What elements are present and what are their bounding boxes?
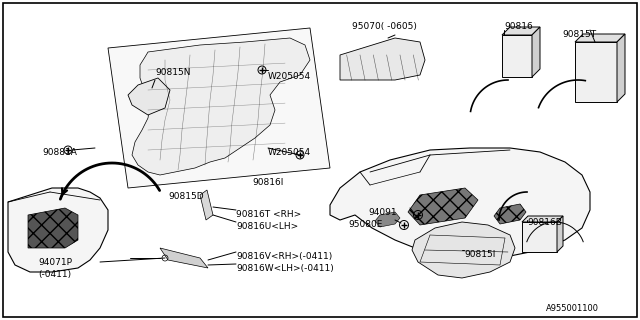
Text: 90816B: 90816B [527,218,562,227]
Text: (-0411): (-0411) [38,270,71,279]
Text: 95080E: 95080E [348,220,382,229]
Text: 90881A: 90881A [42,148,77,157]
Polygon shape [575,42,617,102]
Polygon shape [502,27,540,35]
Polygon shape [375,212,400,227]
Text: 90816W<LH>(-0411): 90816W<LH>(-0411) [236,264,333,273]
Text: 94071P: 94071P [38,258,72,267]
Polygon shape [132,38,310,175]
Polygon shape [532,27,540,77]
Polygon shape [502,35,532,77]
Text: W205054: W205054 [268,72,311,81]
Polygon shape [28,208,78,248]
Polygon shape [200,190,213,220]
Polygon shape [522,216,563,222]
Polygon shape [340,38,425,80]
Polygon shape [522,222,557,252]
Polygon shape [494,204,526,224]
Text: 90816I: 90816I [252,178,284,187]
Text: 90816T <RH>: 90816T <RH> [236,210,301,219]
Text: 90815T: 90815T [562,30,596,39]
Text: A955001100: A955001100 [546,304,599,313]
Polygon shape [160,248,208,268]
Text: 90815D: 90815D [168,192,204,201]
Text: 90816V<RH>(-0411): 90816V<RH>(-0411) [236,252,332,261]
Polygon shape [330,148,590,258]
Text: 95070( -0605): 95070( -0605) [352,22,417,31]
Polygon shape [575,34,625,42]
Polygon shape [8,188,108,272]
Polygon shape [408,188,478,225]
Text: 90816U<LH>: 90816U<LH> [236,222,298,231]
Polygon shape [412,222,515,278]
Text: 94091: 94091 [368,208,397,217]
Text: 90815N: 90815N [155,68,191,77]
Text: 90816: 90816 [504,22,532,31]
Polygon shape [617,34,625,102]
Polygon shape [557,216,563,252]
Text: W205054: W205054 [268,148,311,157]
Polygon shape [108,28,330,188]
Polygon shape [128,78,170,115]
Text: 90815I: 90815I [464,250,495,259]
